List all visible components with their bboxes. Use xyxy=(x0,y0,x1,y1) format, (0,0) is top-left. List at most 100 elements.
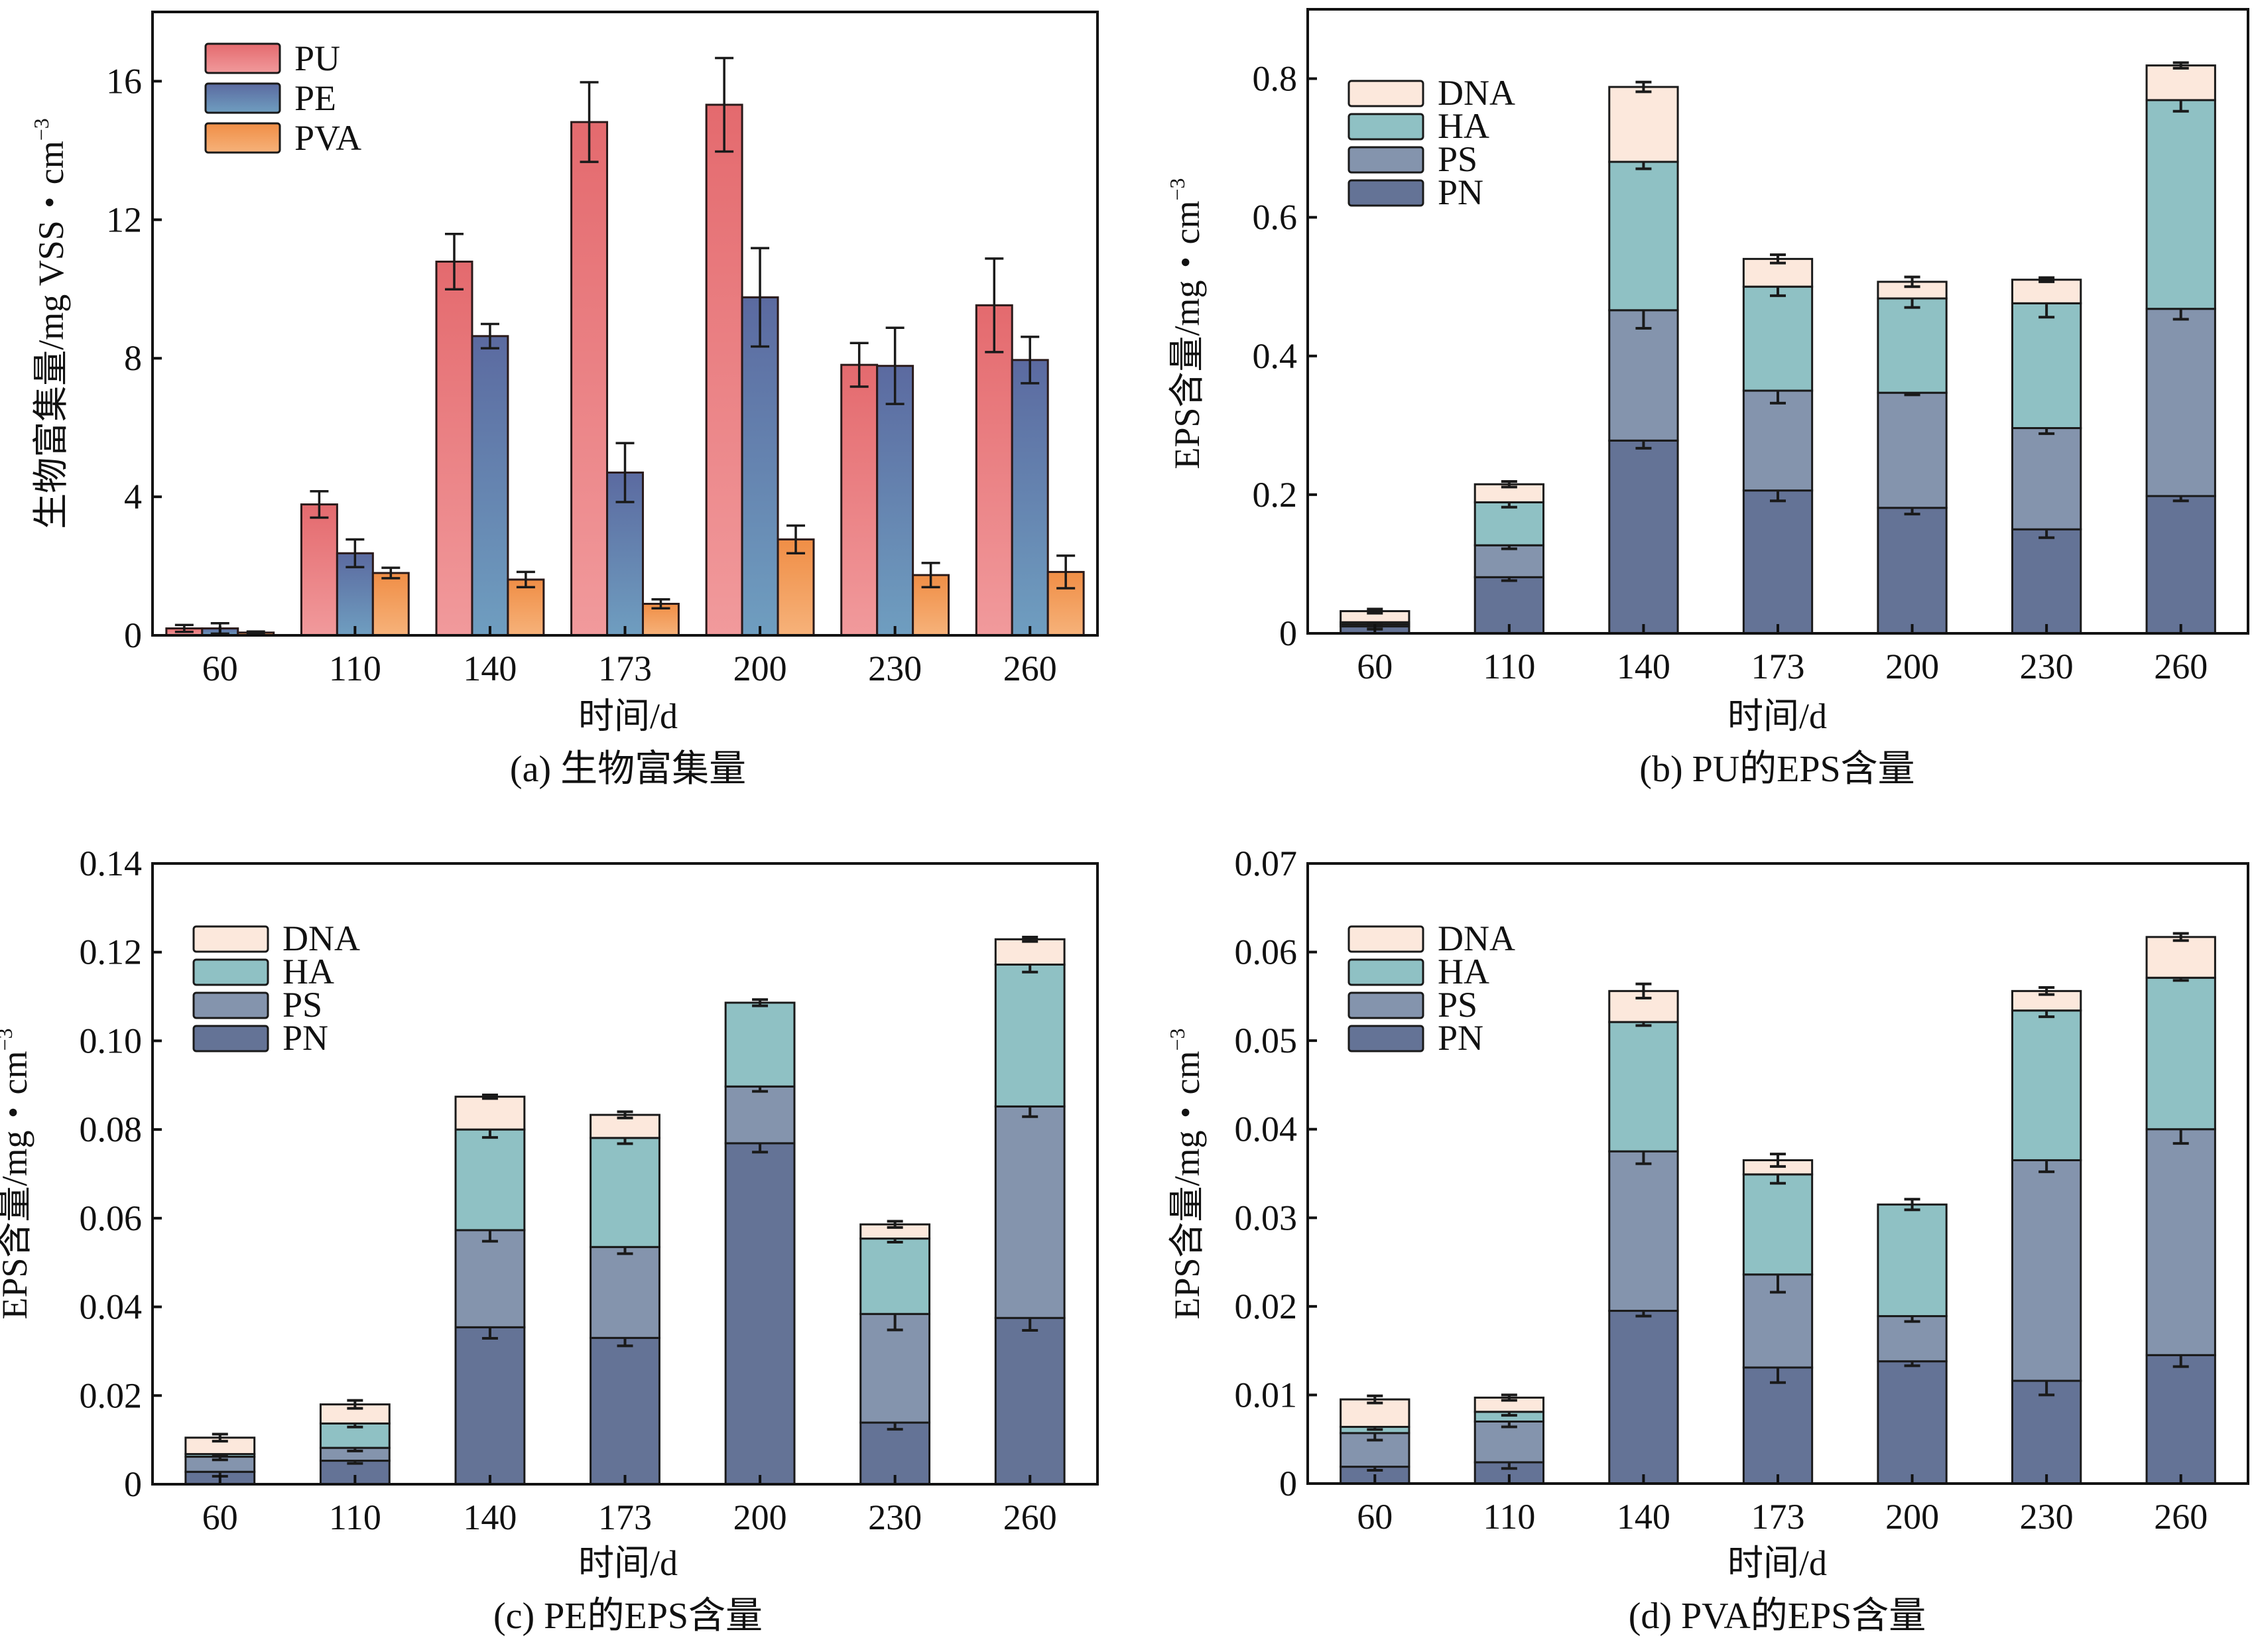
legend-item-dna: DNA xyxy=(1347,73,1515,113)
legend-swatch xyxy=(192,925,269,953)
error-bar-dna-173 xyxy=(617,1110,633,1119)
y-tick-label: 0.8 xyxy=(1253,59,1298,99)
bar-ps-200 xyxy=(724,1085,796,1145)
bar-ha-173 xyxy=(1742,285,1814,392)
error-bar-pu-230 xyxy=(849,342,869,388)
bar-pe-200 xyxy=(741,296,779,637)
x-tick-label: 200 xyxy=(733,649,787,688)
bar-ps-140 xyxy=(454,1229,526,1328)
x-tick-label: 60 xyxy=(1357,1497,1393,1537)
ylabel-text: 生物富集量/mg VSS・cm xyxy=(31,141,71,529)
legend-label: DNA xyxy=(282,919,360,958)
y-tick-label: 0.08 xyxy=(80,1110,143,1149)
error-bar-dna-60 xyxy=(212,1432,228,1443)
panel-a-xlabel: 时间/d xyxy=(578,696,678,736)
ylabel-text: EPS含量/mg・cm xyxy=(1167,1051,1207,1320)
bar-ha-200 xyxy=(724,1001,796,1088)
error-bar-dna-260 xyxy=(2172,932,2189,942)
panel-c-caption: (c) PE的EPS含量 xyxy=(493,1596,763,1637)
y-tick-label: 0.06 xyxy=(1235,932,1298,972)
error-bar-pva-140 xyxy=(516,570,535,589)
error-bar-pe-110 xyxy=(345,538,365,568)
panel-d-caption: (d) PVA的EPS含量 xyxy=(1629,1596,1926,1637)
error-bar-dna-60 xyxy=(1367,1394,1383,1405)
ylabel-superscript: −3 xyxy=(1165,1028,1189,1050)
bar-ps-200 xyxy=(1877,391,1948,509)
bar-ha-140 xyxy=(1608,160,1679,312)
legend-swatch xyxy=(1347,1025,1424,1052)
bar-pu-200 xyxy=(705,103,743,637)
panel-d-pva-eps-chart: (d) PVA的EPS含量 时间/d 0 0.01 0.02 0.03 0.04 0.05… xyxy=(1165,844,2249,1637)
bar-pn-260 xyxy=(2145,1354,2216,1485)
bar-pn-140 xyxy=(1608,439,1679,635)
bar-ps-260 xyxy=(2145,308,2216,497)
bar-pn-200 xyxy=(1877,1360,1948,1485)
bar-ha-173 xyxy=(1742,1173,1814,1276)
bar-ha-140 xyxy=(454,1128,526,1232)
panel-d-bars xyxy=(1340,932,2216,1485)
bar-ps-140 xyxy=(1608,1150,1679,1312)
y-tick-label: 0.04 xyxy=(1235,1110,1298,1149)
legend-label: PN xyxy=(1438,1018,1483,1058)
error-bar-dna-110 xyxy=(1501,1393,1517,1402)
bar-ps-230 xyxy=(2011,427,2082,531)
error-bar-pva-260 xyxy=(1056,554,1076,590)
legend-item-pu: PU xyxy=(204,38,340,78)
legend-swatch xyxy=(1347,146,1424,174)
error-bar-pe-200 xyxy=(751,247,770,348)
error-bar-dna-110 xyxy=(347,1399,363,1410)
error-bar-dna-140 xyxy=(1635,80,1652,94)
legend-swatch xyxy=(204,122,281,154)
ylabel-superscript: −3 xyxy=(0,1028,17,1050)
panel-b-pu-eps-chart: (b) PU的EPS含量 时间/d 0 0.2 0.4 0.6 0.8 60 110 140 1… xyxy=(1165,8,2249,790)
x-tick-label: 110 xyxy=(1483,647,1535,686)
legend-label: PS xyxy=(1438,139,1477,179)
panel-c-pe-eps-chart: (c) PE的EPS含量 时间/d 0 0.02 0.04 0.06 0.08 0.10 0… xyxy=(0,844,1099,1637)
bar-ps-173 xyxy=(1742,389,1814,492)
y-tick-label: 0.10 xyxy=(80,1021,143,1060)
x-tick-label: 110 xyxy=(329,649,381,688)
bar-pva-110 xyxy=(371,572,410,637)
error-bar-pva-230 xyxy=(921,562,940,589)
bar-pn-260 xyxy=(994,1316,1066,1486)
bar-ha-230 xyxy=(2011,302,2082,430)
x-tick-label: 230 xyxy=(2020,647,2074,686)
y-tick-label: 0.12 xyxy=(80,932,143,972)
x-tick-label: 140 xyxy=(463,649,517,688)
bar-ps-230 xyxy=(2011,1159,2082,1382)
x-tick-label: 60 xyxy=(202,1497,238,1537)
bar-pn-173 xyxy=(1742,1366,1814,1485)
error-bar-dna-230 xyxy=(887,1220,903,1229)
panel-b-ylabel: EPS含量/mg・cm−3 xyxy=(1165,178,1207,469)
error-bar-ha-200 xyxy=(1904,1198,1920,1212)
legend-swatch xyxy=(1347,958,1424,986)
y-tick-label: 0 xyxy=(124,1464,142,1504)
bar-ha-230 xyxy=(2011,1009,2082,1161)
bar-ha-230 xyxy=(859,1238,931,1315)
bar-pn-230 xyxy=(2011,528,2082,635)
x-tick-label: 260 xyxy=(1003,649,1057,688)
legend-item-pva: PVA xyxy=(204,118,361,158)
x-tick-label: 140 xyxy=(463,1497,517,1537)
error-bar-dna-140 xyxy=(1635,982,1652,1000)
x-tick-label: 173 xyxy=(1751,647,1805,686)
bar-pn-173 xyxy=(1742,489,1814,635)
panel-a-caption: (a) 生物富集量 xyxy=(510,749,746,790)
bar-dna-260 xyxy=(2145,936,2216,979)
legend-swatch xyxy=(1347,925,1424,953)
x-tick-label: 230 xyxy=(2020,1497,2074,1537)
bar-pu-110 xyxy=(300,503,338,637)
y-tick-label: 0.01 xyxy=(1235,1375,1298,1415)
y-tick-label: 0.03 xyxy=(1235,1198,1298,1238)
x-tick-label: 200 xyxy=(1885,647,1939,686)
legend-label: PS xyxy=(1438,985,1477,1025)
x-tick-label: 173 xyxy=(1751,1497,1805,1537)
bar-ps-173 xyxy=(1742,1273,1814,1369)
ylabel-text: EPS含量/mg・cm xyxy=(1167,201,1207,470)
bar-pva-140 xyxy=(507,578,545,637)
error-bar-pe-260 xyxy=(1021,336,1040,385)
y-tick-label: 0.06 xyxy=(80,1198,143,1238)
bar-ha-260 xyxy=(2145,99,2216,310)
